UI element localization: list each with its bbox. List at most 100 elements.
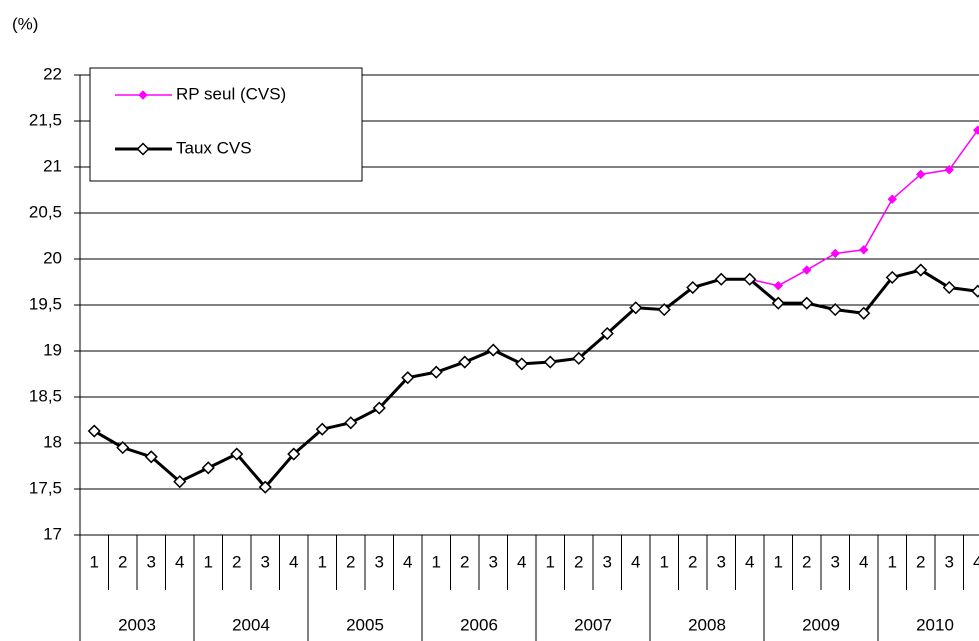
x-tick-label: 2	[688, 552, 697, 571]
y-tick-label: 17	[43, 524, 62, 543]
marker	[572, 351, 586, 365]
marker	[136, 142, 150, 156]
marker	[800, 296, 814, 310]
marker	[87, 424, 101, 438]
x-tick-label: 2	[460, 552, 469, 571]
x-tick-label: 4	[517, 552, 526, 571]
x-tick-label: 1	[660, 552, 669, 571]
y-tick-label: 17,5	[29, 478, 62, 497]
marker	[629, 301, 643, 315]
x-tick-label: 2	[574, 552, 583, 571]
x-tick-label: 3	[945, 552, 954, 571]
marker	[657, 303, 671, 317]
y-tick-label: 22	[43, 64, 62, 83]
x-group-label: 2009	[802, 615, 840, 634]
y-tick-label: 21,5	[29, 110, 62, 129]
x-tick-label: 4	[859, 552, 868, 571]
marker	[372, 401, 386, 415]
marker	[773, 280, 783, 291]
marker	[287, 447, 301, 461]
x-tick-label: 1	[204, 552, 213, 571]
x-tick-label: 3	[831, 552, 840, 571]
x-group-label: 2007	[574, 615, 612, 634]
marker	[686, 280, 700, 295]
x-tick-label: 1	[432, 552, 441, 571]
x-tick-label: 1	[90, 552, 99, 571]
marker	[258, 480, 272, 494]
x-tick-label: 1	[318, 552, 327, 571]
x-tick-label: 4	[175, 552, 184, 571]
x-tick-label: 3	[261, 552, 270, 571]
x-tick-label: 4	[289, 552, 298, 571]
x-tick-label: 4	[631, 552, 640, 571]
x-group-label: 2006	[460, 615, 498, 634]
marker	[230, 447, 244, 461]
marker	[201, 461, 215, 475]
marker	[543, 355, 557, 369]
marker	[714, 272, 728, 286]
x-tick-label: 1	[774, 552, 783, 571]
x-tick-label: 2	[232, 552, 241, 571]
marker	[971, 284, 979, 298]
y-tick-label: 21	[43, 156, 62, 175]
x-tick-label: 4	[403, 552, 412, 571]
marker	[887, 194, 897, 204]
marker	[116, 441, 130, 455]
marker	[743, 272, 757, 286]
marker	[486, 343, 500, 357]
x-tick-label: 4	[973, 552, 979, 571]
marker	[600, 326, 614, 341]
y-tick-label: 20	[43, 248, 62, 267]
x-tick-label: 2	[346, 552, 355, 571]
marker	[458, 355, 472, 369]
marker	[830, 248, 840, 259]
marker	[973, 125, 979, 135]
marker	[828, 303, 842, 317]
y-tick-label: 18	[43, 432, 62, 451]
y-tick-label: 20,5	[29, 202, 62, 221]
y-axis-label: (%)	[12, 14, 38, 33]
x-group-label: 2008	[688, 615, 726, 634]
x-tick-label: 4	[745, 552, 754, 571]
legend-label: RP seul (CVS)	[176, 84, 286, 103]
marker	[942, 280, 956, 295]
x-tick-label: 3	[603, 552, 612, 571]
x-tick-label: 3	[375, 552, 384, 571]
x-tick-label: 1	[888, 552, 897, 571]
marker	[344, 416, 358, 430]
marker	[138, 90, 148, 100]
marker	[144, 450, 158, 464]
x-group-label: 2005	[346, 615, 384, 634]
legend-label: Taux CVS	[176, 138, 252, 157]
marker	[315, 422, 329, 436]
series-line	[93, 268, 978, 490]
x-group-label: 2004	[232, 615, 270, 634]
y-tick-label: 19,5	[29, 294, 62, 313]
x-tick-label: 1	[546, 552, 555, 571]
marker	[857, 306, 871, 320]
marker	[859, 245, 869, 255]
legend	[89, 67, 363, 182]
x-group-label: 2010	[916, 615, 954, 634]
x-tick-label: 3	[147, 552, 156, 571]
x-tick-label: 3	[717, 552, 726, 571]
x-tick-label: 2	[118, 552, 127, 571]
marker	[885, 270, 899, 284]
x-tick-label: 3	[489, 552, 498, 571]
marker	[429, 365, 443, 379]
marker	[944, 165, 954, 175]
y-tick-label: 19	[43, 340, 62, 359]
series-line	[749, 129, 979, 287]
marker	[914, 263, 928, 277]
marker	[771, 296, 785, 310]
marker	[916, 169, 926, 180]
marker	[515, 357, 529, 371]
x-tick-label: 2	[802, 552, 811, 571]
marker	[401, 371, 415, 385]
x-group-label: 2003	[118, 615, 156, 634]
x-tick-label: 2	[916, 552, 925, 571]
y-tick-label: 18,5	[29, 386, 62, 405]
marker	[173, 475, 187, 489]
marker	[802, 265, 812, 275]
